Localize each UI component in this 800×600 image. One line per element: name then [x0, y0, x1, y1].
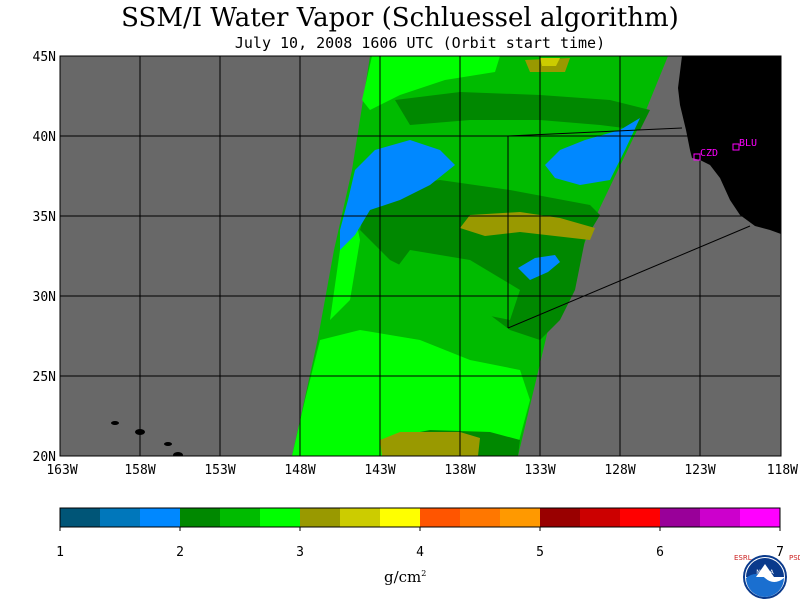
colorbar-tick-label: 1: [56, 545, 64, 560]
swath-mid-center: [395, 250, 520, 320]
page-title: SSM/I Water Vapor (Schluessel algorithm): [121, 3, 679, 33]
colorbar-swatch: [300, 508, 341, 527]
swath-dark-north: [395, 92, 650, 130]
swath-yellow-north: [540, 58, 560, 66]
colorbar-tick-label: 5: [536, 545, 544, 560]
colorbar-swatch: [60, 508, 101, 527]
latitude-label: 25N: [33, 370, 56, 385]
swath-blue-center: [518, 255, 560, 280]
longitude-labels: 163W 158W 153W 148W 143W 138W 133W 128W 123W 118W: [46, 463, 798, 478]
swath-bright-north: [362, 56, 500, 110]
colorbar-tick-label: 3: [296, 545, 304, 560]
lat-lon-grid: [60, 56, 780, 456]
hawaiian-islands: [111, 421, 183, 456]
longitude-label: 128W: [604, 463, 635, 478]
colorbar-swatch: [740, 508, 781, 527]
longitude-label: 163W: [46, 463, 77, 478]
colorbar-swatch: [460, 508, 501, 527]
latitude-label: 30N: [33, 290, 56, 305]
colorbar-swatch: [700, 508, 741, 527]
region-outline: [507, 127, 683, 328]
longitude-label: 158W: [124, 463, 155, 478]
colorbar-swatch: [380, 508, 421, 527]
latitude-label: 20N: [33, 450, 56, 465]
colorbar-tick-labels: 1 2 3 4 5 6 7: [56, 527, 784, 560]
esrl-noaa-psd-logo: ESRL NOAA PSD: [732, 554, 800, 600]
land-mass: [678, 56, 781, 234]
logo-left-text: ESRL: [734, 554, 752, 562]
logo-right-text: PSD: [789, 554, 800, 562]
noaa-emblem-icon: NOAA: [743, 555, 787, 599]
latitude-label: 45N: [33, 50, 56, 65]
station-blu-label: BLU: [739, 138, 757, 149]
longitude-label: 153W: [204, 463, 235, 478]
colorbar-swatch: [220, 508, 261, 527]
colorbar-swatch: [180, 508, 221, 527]
swath-blue-west: [340, 140, 455, 250]
colorbar-swatch: [580, 508, 621, 527]
latitude-label: 40N: [33, 130, 56, 145]
longitude-label: 138W: [444, 463, 475, 478]
colorbar-tick-label: 7: [776, 545, 784, 560]
latitude-labels: 45N 40N 35N 30N 25N 20N: [33, 50, 56, 465]
map-frame: [59, 55, 782, 457]
colorbar-tick-label: 2: [176, 545, 184, 560]
longitude-label: 148W: [284, 463, 315, 478]
latitude-label: 35N: [33, 210, 56, 225]
colorbar-tick-label: 4: [416, 545, 424, 560]
colorbar-swatch: [500, 508, 541, 527]
longitude-label: 118W: [767, 463, 798, 478]
swath-blue-east: [545, 118, 640, 185]
swath-olive-south: [380, 432, 480, 456]
colorbar-swatch: [260, 508, 301, 527]
longitude-label: 123W: [684, 463, 715, 478]
colorbar-swatch: [660, 508, 701, 527]
colorbar-tick-label: 6: [656, 545, 664, 560]
colorbar: [60, 508, 781, 527]
page-subtitle: July 10, 2008 1606 UTC (Orbit start time…: [234, 34, 606, 52]
longitude-label: 133W: [524, 463, 555, 478]
colorbar-swatch: [100, 508, 141, 527]
colorbar-swatch: [340, 508, 381, 527]
station-czd-marker: [693, 153, 701, 161]
station-czd-label: CZD: [700, 148, 718, 159]
swath-olive-band: [460, 212, 595, 240]
colorbar-swatch: [540, 508, 581, 527]
longitude-label: 143W: [364, 463, 395, 478]
colorbar-unit-label: g/cm2: [384, 568, 427, 586]
colorbar-swatch: [140, 508, 181, 527]
colorbar-swatch: [420, 508, 461, 527]
colorbar-swatch: [620, 508, 661, 527]
swath-bright-south: [292, 330, 530, 456]
logo-center-text: NOAA: [756, 569, 774, 576]
station-blu-marker: [732, 143, 740, 151]
region-outline-diagonal: [507, 225, 751, 329]
